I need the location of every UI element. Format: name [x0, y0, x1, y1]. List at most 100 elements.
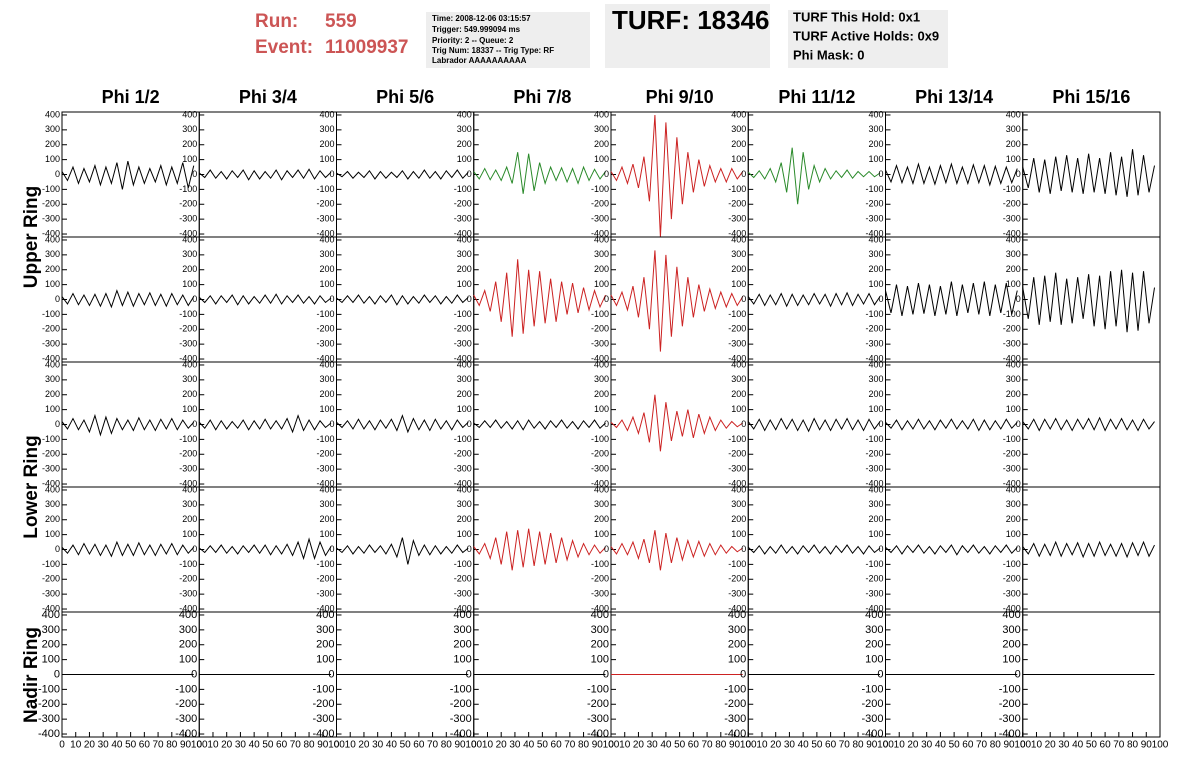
x-tick-label: 70	[839, 740, 851, 751]
y-tick-label: -200	[865, 199, 883, 209]
y-tick-label: -200	[179, 324, 197, 334]
x-tick-label: 40	[111, 740, 123, 751]
y-tick-label: -100	[454, 559, 472, 569]
turf-info: Phi Mask: 0	[793, 47, 865, 62]
y-tick-label: 0	[604, 544, 609, 554]
y-tick-label: -100	[728, 184, 746, 194]
y-tick-label: -400	[1003, 603, 1021, 613]
x-tick-label: 90	[454, 740, 466, 751]
x-tick-label: 0	[196, 740, 202, 751]
y-tick-label: -200	[1003, 199, 1021, 209]
y-tick-label: -200	[42, 324, 60, 334]
y-tick-label: -300	[450, 713, 472, 725]
y-tick-label: -300	[179, 214, 197, 224]
y-tick-label: -300	[454, 214, 472, 224]
x-tick-label: 60	[413, 740, 425, 751]
x-tick-label: 10	[207, 740, 219, 751]
y-tick-label: 300	[45, 249, 60, 259]
x-tick-label: 70	[702, 740, 714, 751]
x-tick-label: 10	[1031, 740, 1043, 751]
x-tick-label: 90	[1003, 740, 1015, 751]
y-tick-label: -200	[454, 574, 472, 584]
y-tick-label: -400	[454, 603, 472, 613]
y-tick-label: -200	[591, 449, 609, 459]
x-tick-label: 80	[715, 740, 727, 751]
y-tick-label: 200	[731, 139, 746, 149]
x-tick-label: 80	[441, 740, 453, 751]
y-tick-label: -200	[728, 324, 746, 334]
x-tick-label: 20	[221, 740, 233, 751]
y-tick-label: 400	[868, 359, 883, 369]
y-tick-label: 400	[457, 234, 472, 244]
y-tick-label: 300	[868, 124, 883, 134]
y-tick-label: -200	[999, 698, 1021, 710]
waveform	[336, 169, 469, 180]
y-tick-label: -100	[175, 683, 197, 695]
x-tick-label: 20	[84, 740, 96, 751]
column-header: Phi 13/14	[915, 87, 993, 107]
x-tick-label: 30	[921, 740, 933, 751]
y-tick-label: 300	[319, 124, 334, 134]
y-tick-label: -200	[38, 698, 60, 710]
y-tick-label: 0	[741, 294, 746, 304]
y-tick-label: 100	[865, 654, 883, 666]
y-tick-label: 300	[42, 624, 60, 636]
x-tick-label: 10	[70, 740, 82, 751]
y-tick-label: 200	[319, 514, 334, 524]
y-tick-label: -300	[312, 713, 334, 725]
y-tick-label: -100	[1003, 434, 1021, 444]
y-tick-label: -300	[865, 589, 883, 599]
y-tick-label: 100	[45, 154, 60, 164]
y-tick-label: 200	[1006, 389, 1021, 399]
y-tick-label: -200	[312, 698, 334, 710]
ring-label: Nadir Ring	[21, 627, 42, 723]
y-tick-label: 0	[191, 668, 197, 680]
y-tick-label: 100	[457, 529, 472, 539]
y-tick-label: 100	[1006, 279, 1021, 289]
y-tick-label: 200	[868, 389, 883, 399]
y-tick-label: 300	[319, 249, 334, 259]
y-tick-label: 200	[868, 139, 883, 149]
x-tick-label: 40	[660, 740, 672, 751]
y-tick-label: 100	[1006, 404, 1021, 414]
y-tick-label: 100	[319, 404, 334, 414]
x-tick-label: 90	[317, 740, 329, 751]
y-tick-label: -400	[42, 478, 60, 488]
y-tick-label: 200	[731, 514, 746, 524]
y-tick-label: -200	[316, 449, 334, 459]
y-tick-label: -200	[454, 449, 472, 459]
y-tick-label: 100	[45, 404, 60, 414]
x-tick-label: 60	[825, 740, 837, 751]
y-tick-label: -300	[316, 339, 334, 349]
x-tick-label: 20	[1045, 740, 1057, 751]
y-tick-label: -100	[1003, 184, 1021, 194]
y-tick-label: 0	[54, 668, 60, 680]
waveform	[61, 540, 195, 558]
waveform	[336, 414, 469, 434]
y-tick-label: 100	[182, 529, 197, 539]
y-tick-label: 0	[192, 294, 197, 304]
y-tick-label: -400	[42, 603, 60, 613]
y-tick-label: -100	[450, 683, 472, 695]
x-tick-label: 40	[1072, 740, 1084, 751]
y-tick-label: -100	[316, 309, 334, 319]
y-tick-label: -200	[179, 574, 197, 584]
x-tick-label: 30	[784, 740, 796, 751]
y-tick-label: 100	[594, 529, 609, 539]
y-tick-label: 0	[878, 544, 883, 554]
x-tick-label: 50	[262, 740, 274, 751]
y-tick-label: -200	[865, 449, 883, 459]
y-tick-label: 100	[731, 404, 746, 414]
waveform	[885, 544, 1018, 556]
y-tick-label: 300	[45, 499, 60, 509]
y-tick-label: 0	[878, 294, 883, 304]
x-tick-label: 100	[328, 740, 345, 751]
info-box	[426, 12, 590, 68]
y-tick-label: -400	[454, 478, 472, 488]
y-tick-label: -400	[175, 728, 197, 740]
x-tick-label: 40	[798, 740, 810, 751]
y-tick-label: 400	[453, 609, 471, 621]
y-tick-label: 400	[319, 234, 334, 244]
y-tick-label: 400	[1006, 109, 1021, 119]
x-tick-label: 40	[249, 740, 261, 751]
